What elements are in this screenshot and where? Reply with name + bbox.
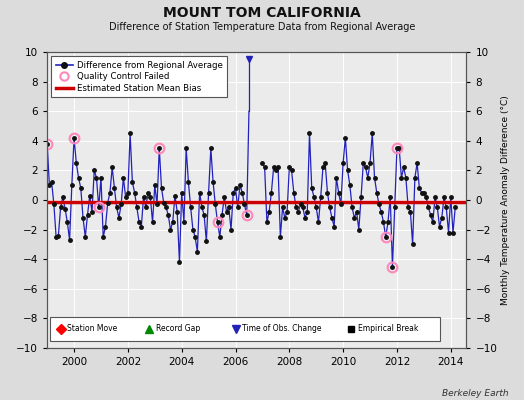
Y-axis label: Monthly Temperature Anomaly Difference (°C): Monthly Temperature Anomaly Difference (… [501, 95, 510, 305]
Text: Empirical Break: Empirical Break [358, 324, 418, 333]
Text: Time of Obs. Change: Time of Obs. Change [242, 324, 322, 333]
Bar [50, 317, 440, 340]
Text: MOUNT TOM CALIFORNIA: MOUNT TOM CALIFORNIA [163, 6, 361, 20]
Text: Record Gap: Record Gap [156, 324, 200, 333]
Legend: Difference from Regional Average, Quality Control Failed, Estimated Station Mean: Difference from Regional Average, Qualit… [51, 56, 227, 97]
Text: Station Move: Station Move [68, 324, 117, 333]
Text: Difference of Station Temperature Data from Regional Average: Difference of Station Temperature Data f… [109, 22, 415, 32]
Text: Berkeley Earth: Berkeley Earth [442, 389, 508, 398]
